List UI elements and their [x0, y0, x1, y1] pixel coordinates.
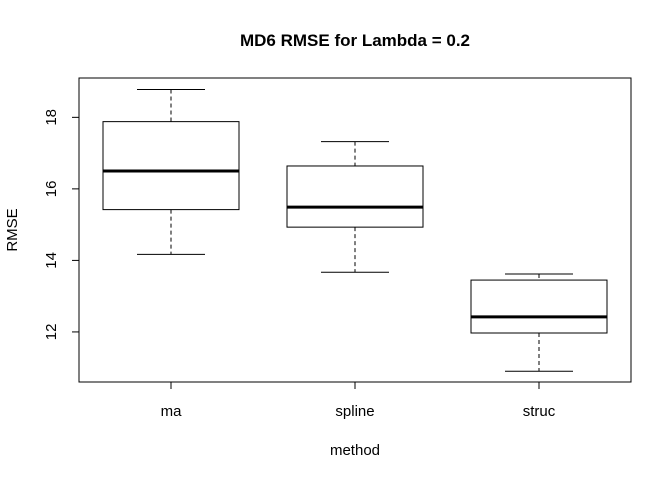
chart-title: MD6 RMSE for Lambda = 0.2	[240, 31, 470, 50]
y-tick-label: 12	[43, 324, 60, 341]
y-axis-label: RMSE	[4, 208, 21, 251]
iqr-box	[286, 165, 424, 228]
x-tick-label: ma	[161, 403, 182, 420]
x-axis: ma spline struc	[161, 381, 556, 420]
box-ma	[102, 88, 240, 255]
iqr-box	[102, 121, 240, 211]
y-tick-label: 14	[43, 252, 60, 269]
boxplot-group	[102, 88, 608, 372]
x-tick-label: spline	[335, 403, 374, 420]
x-tick-label: struc	[523, 403, 556, 420]
x-axis-label: method	[330, 442, 380, 459]
y-axis: 12 14 16 18	[43, 109, 80, 341]
y-tick-label: 18	[43, 109, 60, 126]
box-struc	[470, 273, 608, 372]
iqr-box	[470, 279, 608, 334]
y-tick-label: 16	[43, 181, 60, 198]
box-spline	[286, 141, 424, 273]
